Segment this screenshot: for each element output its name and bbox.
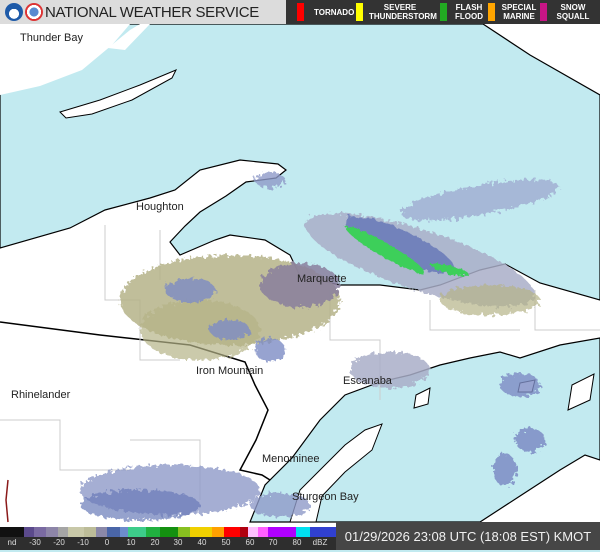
scale-label: 80 [292,538,302,547]
scale-label: -20 [53,538,65,547]
door-peninsula [289,423,383,523]
city-label-marquette: Marquette [297,273,347,285]
scale-label: 20 [150,538,160,547]
island [108,24,150,50]
city-label-iron-mountain: Iron Mountain [196,365,264,377]
lake-superior [0,23,600,301]
city-label-sturgeon-bay: Sturgeon Bay [292,491,359,503]
reflectivity-color-scale [0,527,336,537]
scale-label: 0 [104,538,110,547]
legend-snow-squall: SNOW SQUALL [540,3,593,21]
city-label-escanaba: Escanaba [343,375,392,387]
city-label-menominee: Menominee [262,453,320,465]
scale-label: -10 [77,538,89,547]
timestamp: 01/29/2026 23:08 UTC (18:08 EST) KMOT [336,522,600,550]
noaa-logo-icon [5,3,23,21]
warning-legend: TORNADO SEVERE THUNDERSTORM FLASH FLOOD … [286,0,600,24]
scale-label: -30 [29,538,41,547]
legend-severe-thunderstorm: SEVERE THUNDERSTORM [356,3,437,21]
header-brand: NATIONAL WEATHER SERVICE [0,0,286,24]
footer: nd -30 -20 -10 0 10 20 30 40 50 60 70 80… [0,522,600,550]
island [567,373,595,411]
legend-label: SNOW SQUALL [556,3,590,21]
legend-swatch [440,3,447,21]
scale-label: 30 [173,538,183,547]
legend-swatch [540,3,547,21]
isle-royale [59,69,178,119]
thunder-bay-land [0,24,130,95]
river-line [5,479,9,523]
legend-label: SPECIAL MARINE [501,3,537,21]
legend-flash-flood: FLASH FLOOD [440,3,485,21]
radar-echoes [80,172,559,520]
city-label-rhinelander: Rhinelander [11,389,71,401]
legend-swatch [356,3,363,21]
legend-swatch [297,3,304,21]
legend-special-marine: SPECIAL MARINE [488,3,537,21]
legend-label: FLASH FLOOD [455,3,483,21]
city-label-houghton: Houghton [136,201,184,213]
nws-logo-icon [25,3,43,21]
scale-label: 10 [126,538,136,547]
scale-label: 60 [245,538,255,547]
legend-label: SEVERE THUNDERSTORM [369,3,437,21]
header: NATIONAL WEATHER SERVICE TORNADO SEVERE … [0,0,600,24]
scale-labels: nd -30 -20 -10 0 10 20 30 40 50 60 70 80… [0,537,336,550]
scale-label: 40 [197,538,207,547]
legend-tornado: TORNADO [297,3,354,21]
scale-unit: dBZ [312,538,328,547]
scale-label: 70 [268,538,278,547]
scale-label: nd [7,538,17,547]
site-title: NATIONAL WEATHER SERVICE [45,4,259,21]
legend-label: TORNADO [314,7,355,17]
scale-label: 50 [221,538,231,547]
island [413,387,431,409]
legend-swatch [488,3,495,21]
city-label-thunder-bay: Thunder Bay [20,32,83,44]
